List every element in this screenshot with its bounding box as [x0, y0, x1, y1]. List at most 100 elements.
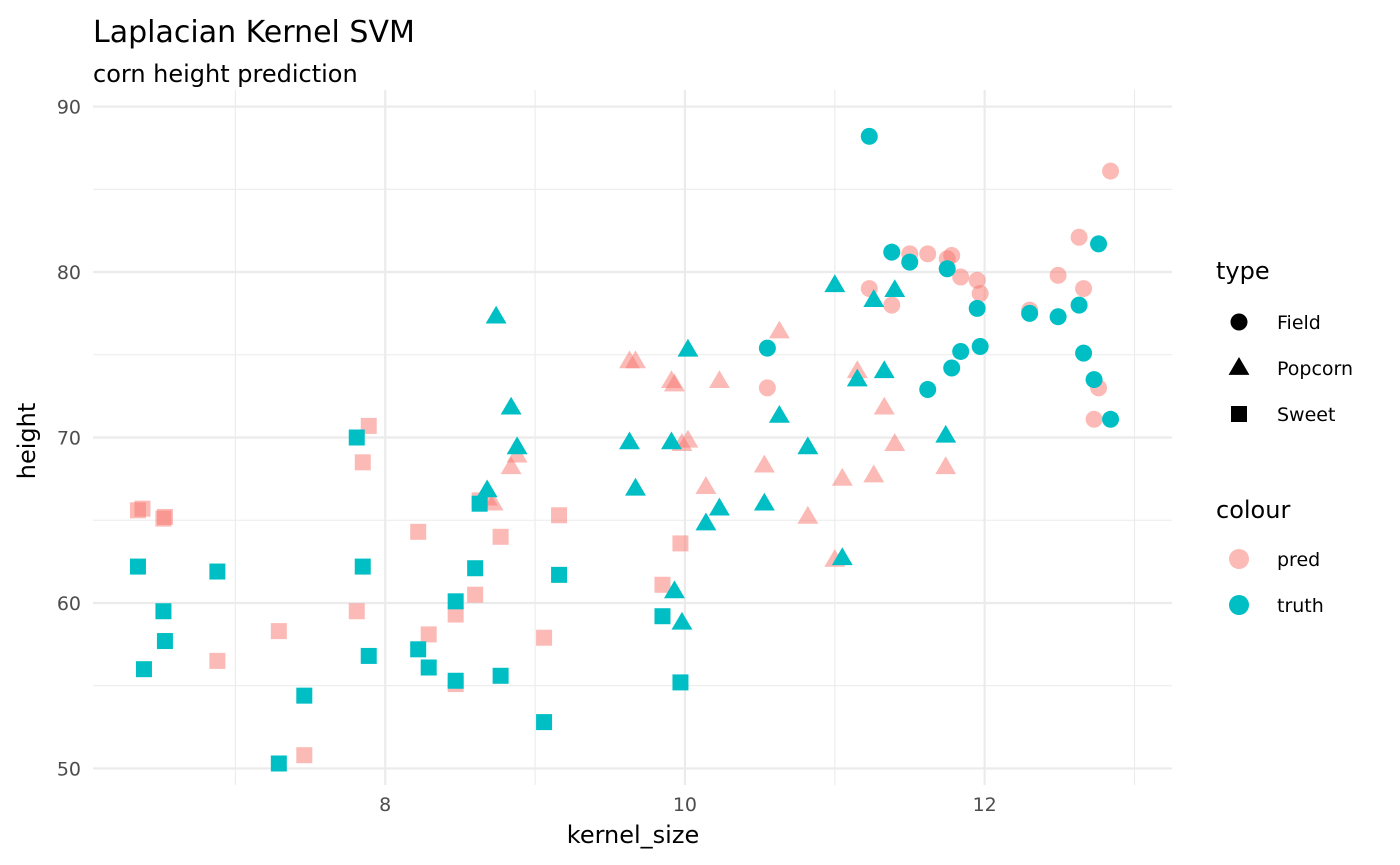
point-pred-sweet	[410, 523, 427, 540]
point-pred-popcorn	[935, 456, 957, 475]
point-pred-field	[1049, 266, 1067, 284]
data-points	[129, 127, 1120, 772]
y-tick-label: 50	[57, 758, 81, 780]
point-truth-sweet	[410, 641, 427, 658]
point-pred-popcorn	[884, 433, 906, 451]
point-pred-field	[1102, 162, 1120, 180]
legend-label-popcorn: Popcorn	[1277, 358, 1353, 380]
legend-circle-key	[1230, 313, 1248, 331]
point-truth-field	[968, 299, 986, 317]
y-tick-label: 80	[57, 262, 81, 284]
point-truth-sweet	[420, 659, 437, 676]
point-pred-field	[952, 268, 970, 286]
point-truth-field	[1102, 410, 1120, 428]
point-truth-sweet	[672, 674, 689, 691]
point-pred-field	[758, 379, 776, 397]
point-truth-sweet	[360, 647, 377, 664]
point-truth-popcorn	[846, 368, 868, 387]
point-truth-sweet	[135, 661, 152, 678]
point-pred-popcorn	[695, 476, 717, 494]
y-tick-label: 70	[57, 428, 81, 450]
chart-subtitle: corn height prediction	[93, 60, 358, 88]
legend-colour-key-pred	[1229, 549, 1249, 569]
point-pred-popcorn	[664, 373, 685, 392]
point-truth-field	[1021, 304, 1039, 322]
y-tick-label: 90	[57, 97, 81, 119]
point-pred-field	[968, 271, 986, 289]
point-truth-sweet	[296, 687, 313, 704]
y-axis-ticks: 50 60 70 80 90	[57, 97, 81, 781]
point-truth-popcorn	[476, 479, 498, 498]
point-pred-sweet	[492, 528, 509, 545]
point-pred-popcorn	[768, 320, 790, 339]
legend-colour-items: pred truth	[1229, 549, 1324, 617]
point-truth-field	[860, 127, 878, 145]
y-axis-title: height	[13, 403, 41, 480]
point-pred-sweet	[420, 626, 437, 643]
point-truth-popcorn	[695, 512, 717, 531]
point-pred-sweet	[654, 576, 671, 593]
point-truth-field	[938, 260, 956, 278]
point-pred-field	[943, 246, 961, 264]
point-truth-sweet	[129, 558, 146, 575]
legend-shape-title: type	[1216, 257, 1270, 285]
chart-title: Laplacian Kernel SVM	[93, 15, 415, 50]
point-truth-popcorn	[753, 492, 775, 511]
point-truth-sweet	[447, 672, 464, 689]
legend-label-sweet: Sweet	[1277, 404, 1335, 426]
point-truth-sweet	[654, 608, 671, 625]
point-truth-field	[901, 253, 919, 271]
point-pred-sweet	[209, 652, 226, 669]
point-truth-popcorn	[824, 274, 846, 293]
point-truth-sweet	[447, 593, 464, 610]
point-pred-popcorn	[753, 454, 775, 473]
point-pred-sweet	[134, 500, 151, 517]
point-truth-sweet	[270, 755, 287, 772]
legend-triangle-key	[1228, 357, 1250, 375]
point-pred-popcorn	[873, 396, 895, 415]
point-truth-sweet	[348, 429, 365, 446]
point-truth-field	[883, 243, 901, 261]
point-pred-sweet	[672, 535, 689, 552]
x-axis-title: kernel_size	[567, 821, 699, 849]
point-pred-popcorn	[708, 370, 730, 389]
point-pred-sweet	[156, 508, 173, 525]
point-truth-field	[758, 339, 776, 357]
point-truth-sweet	[209, 563, 226, 580]
point-truth-popcorn	[768, 404, 790, 423]
point-pred-popcorn	[500, 456, 522, 475]
point-truth-field	[971, 337, 989, 355]
point-truth-popcorn	[873, 360, 895, 379]
point-pred-field	[1075, 280, 1093, 298]
legend-label-pred: pred	[1277, 549, 1320, 571]
point-pred-popcorn	[677, 429, 699, 448]
plot-grid	[93, 90, 1172, 785]
point-truth-field	[952, 342, 970, 360]
point-truth-popcorn	[664, 580, 685, 599]
point-truth-field	[943, 359, 961, 377]
point-truth-sweet	[551, 566, 568, 583]
point-truth-popcorn	[797, 436, 819, 455]
point-truth-field	[1049, 308, 1067, 326]
legend-colour-title: colour	[1216, 496, 1290, 524]
point-pred-popcorn	[625, 350, 646, 369]
point-pred-field	[1070, 228, 1088, 246]
legend-colour-key-truth	[1229, 595, 1249, 615]
point-truth-popcorn	[677, 338, 699, 357]
x-tick-label: 8	[379, 794, 391, 816]
point-truth-popcorn	[831, 547, 853, 566]
x-tick-label: 10	[673, 794, 697, 816]
point-truth-popcorn	[619, 431, 640, 450]
point-pred-field	[1085, 410, 1103, 428]
point-pred-field	[919, 245, 937, 263]
point-pred-sweet	[467, 586, 484, 603]
point-pred-popcorn	[863, 464, 885, 483]
legend-label-field: Field	[1277, 312, 1321, 334]
point-pred-sweet	[270, 623, 287, 640]
point-pred-popcorn	[797, 505, 819, 524]
point-truth-popcorn	[884, 279, 906, 298]
point-pred-popcorn	[831, 467, 853, 486]
point-pred-field	[971, 285, 989, 303]
point-pred-sweet	[447, 606, 464, 623]
